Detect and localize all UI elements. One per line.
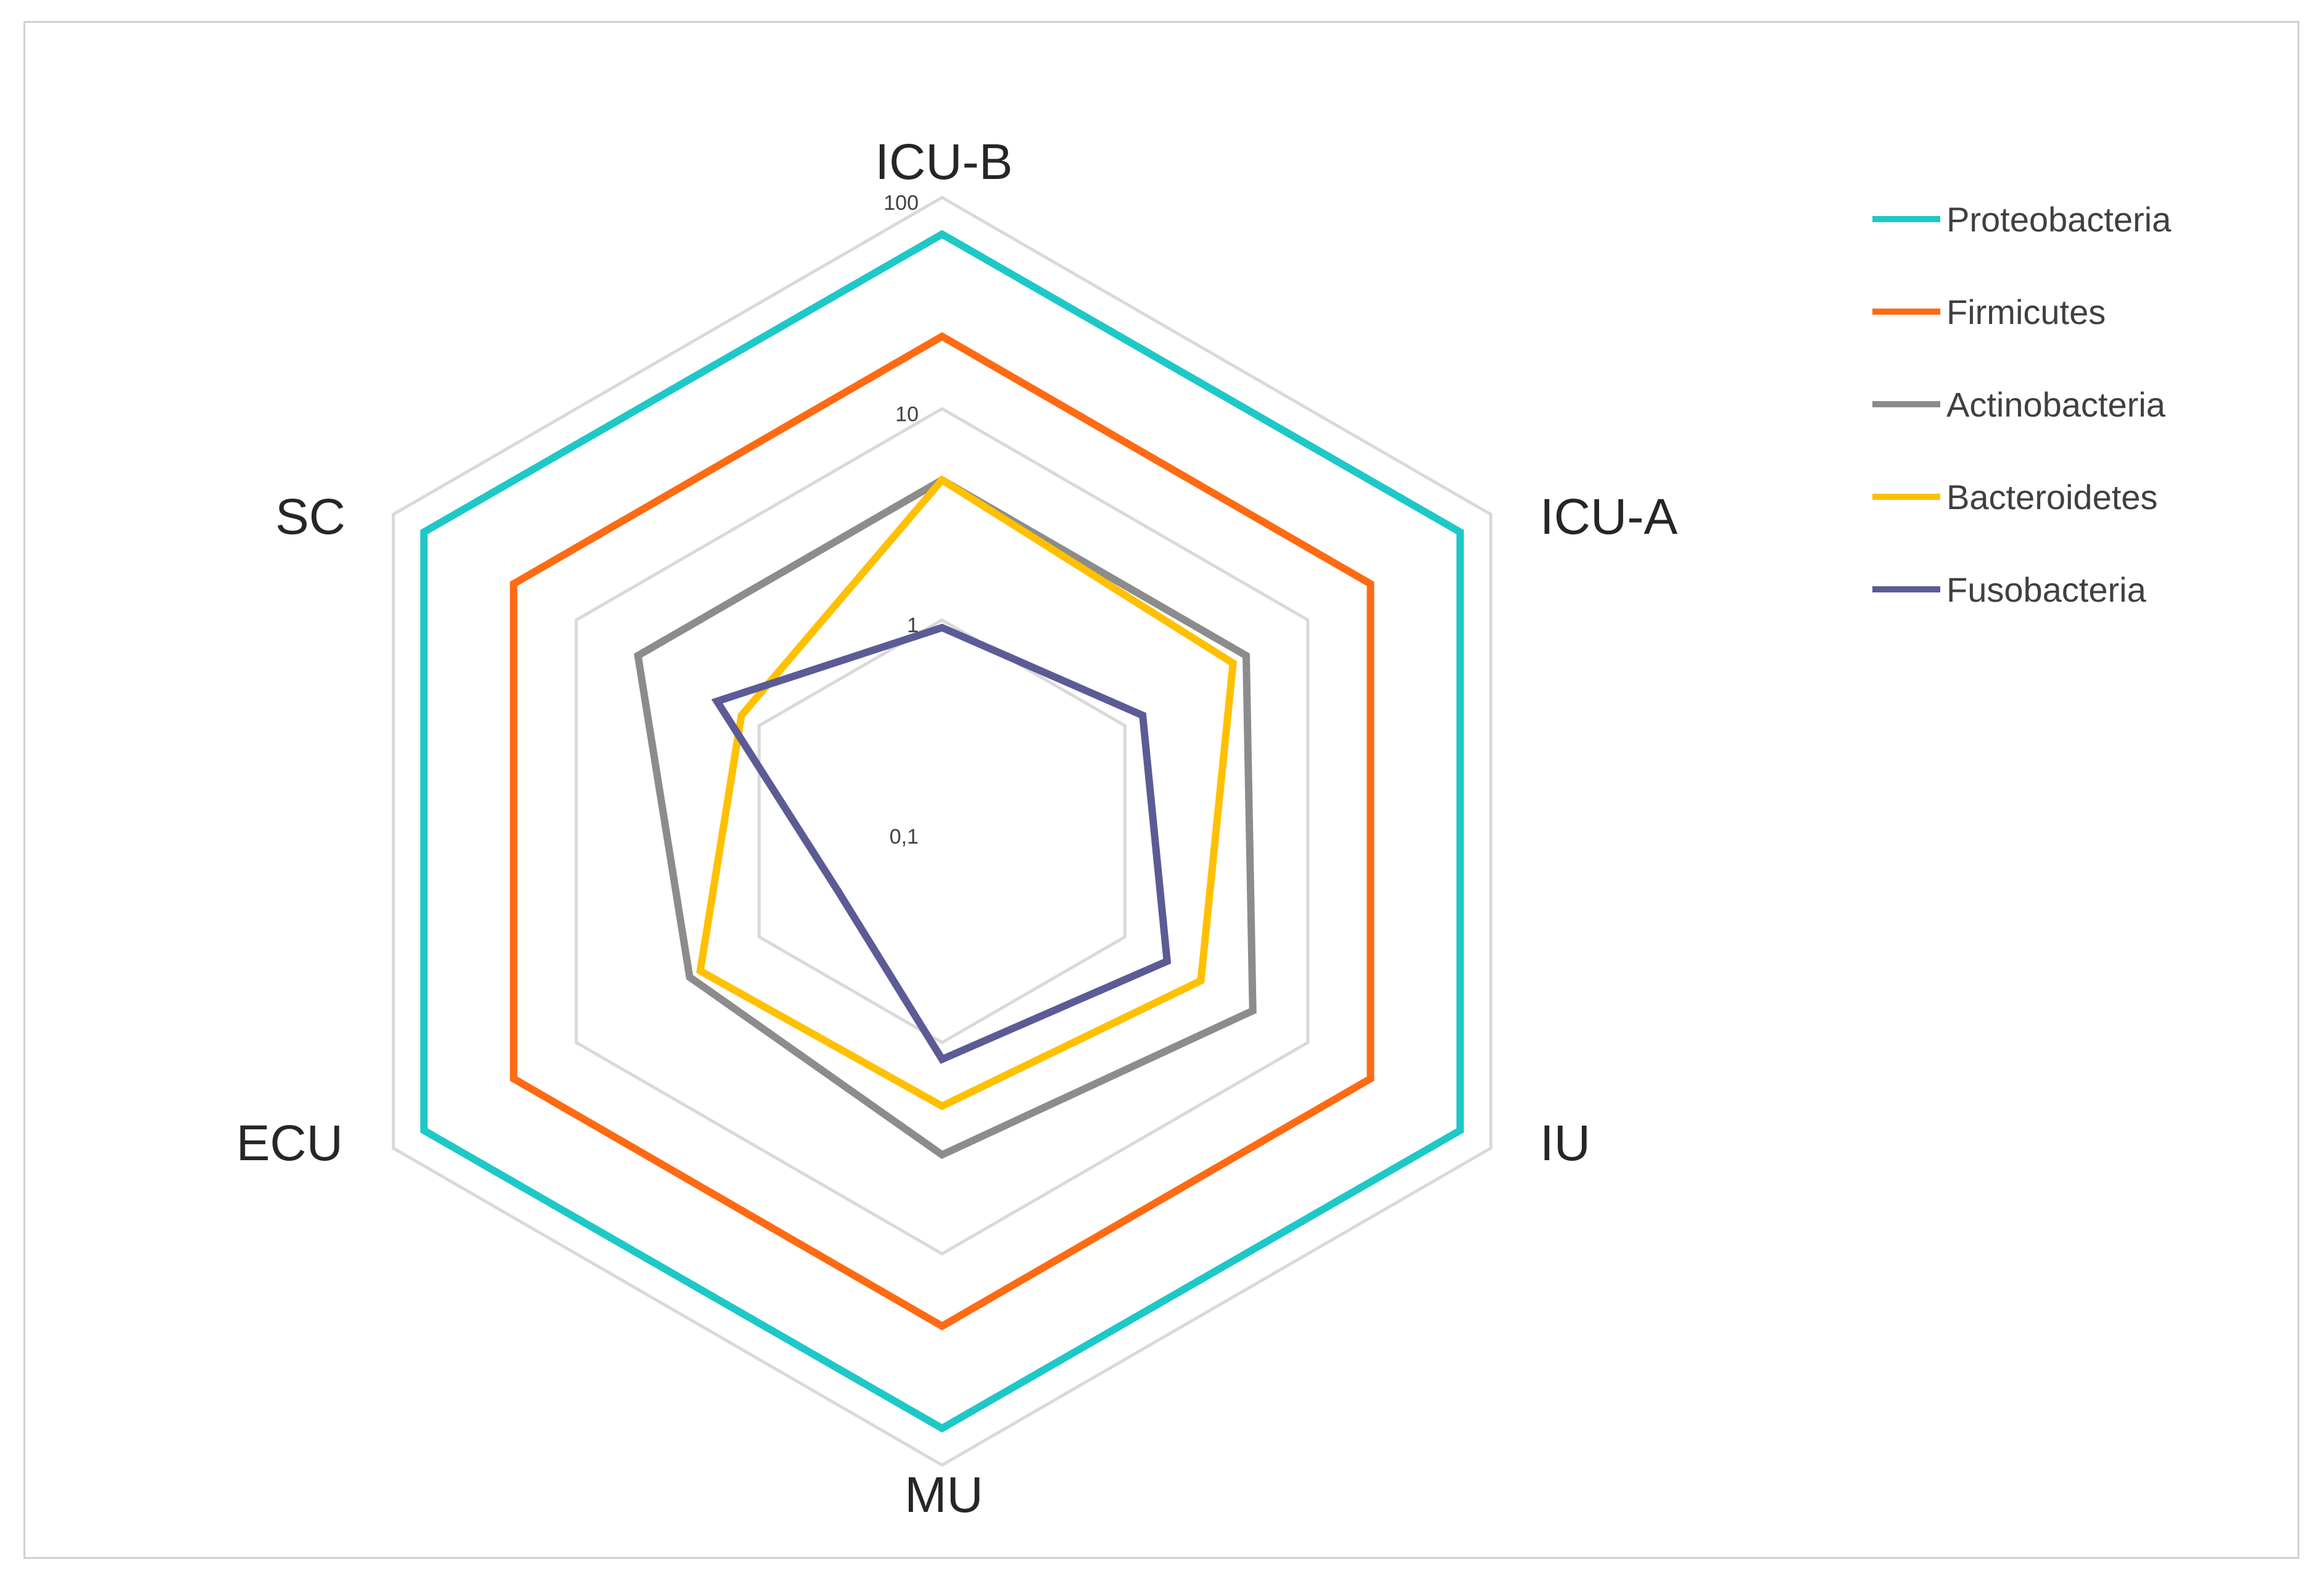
category-label: ICU-B bbox=[875, 134, 1012, 190]
grid-ring bbox=[574, 407, 1310, 1256]
legend-label: Firmicutes bbox=[1946, 293, 2106, 331]
series-line-proteobacteria bbox=[420, 230, 1464, 1433]
series-line-actinobacteria bbox=[634, 475, 1257, 1160]
radar-grid: 0,1 1 10 100 bbox=[392, 191, 1492, 1467]
series-line-firmicutes bbox=[510, 332, 1375, 1331]
series-line-bacteroidetes bbox=[696, 475, 1238, 1111]
legend-label: Bacteroidetes bbox=[1946, 478, 2157, 517]
category-label: MU bbox=[904, 1467, 983, 1523]
legend-label: Actinobacteria bbox=[1946, 385, 2166, 424]
tick-label: 10 bbox=[895, 402, 919, 426]
axis-labels: ICU-B ICU-A IU MU ECU SC bbox=[236, 134, 1678, 1523]
tick-label: 0,1 bbox=[890, 825, 919, 849]
tick-label: 1 bbox=[907, 614, 919, 637]
category-label: IU bbox=[1540, 1115, 1590, 1171]
grid-ring bbox=[758, 618, 1127, 1045]
legend: Proteobacteria Firmicutes Actinobacteria Ba… bbox=[1872, 200, 2172, 609]
grid-ring bbox=[392, 196, 1492, 1467]
category-label: ICU-A bbox=[1540, 489, 1678, 545]
legend-label: Fusobacteria bbox=[1946, 570, 2147, 609]
series-line-fusobacteria bbox=[711, 623, 1172, 1065]
category-label: SC bbox=[275, 489, 345, 545]
category-label: ECU bbox=[236, 1115, 343, 1171]
tick-label: 100 bbox=[883, 191, 919, 215]
legend-label: Proteobacteria bbox=[1946, 200, 2172, 239]
radar-series bbox=[420, 230, 1464, 1433]
